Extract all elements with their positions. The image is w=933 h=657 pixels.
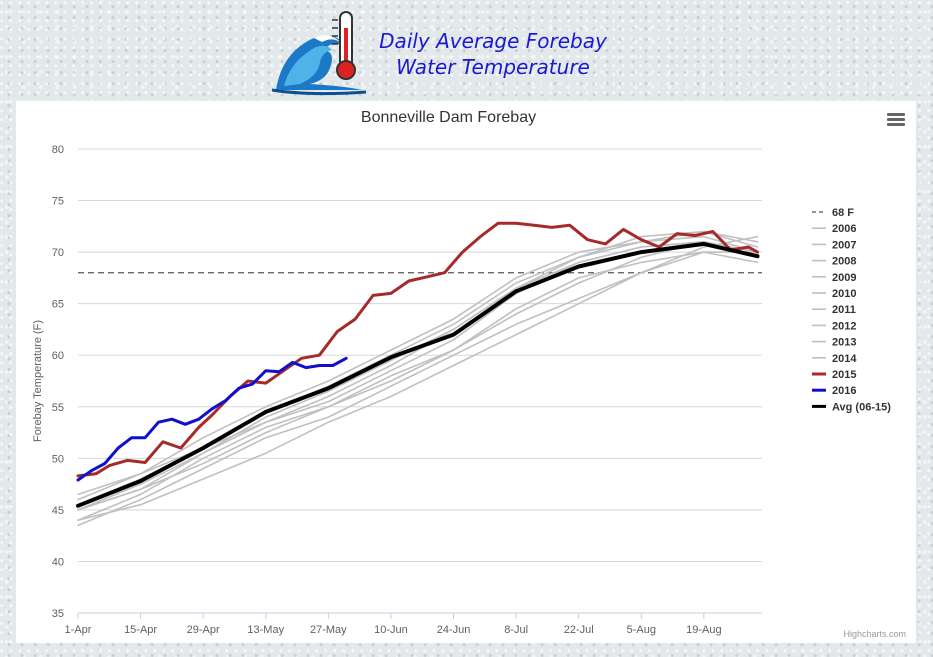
x-tick-label: 15-Apr (124, 624, 157, 636)
y-tick-label: 35 (52, 608, 64, 620)
legend-item[interactable]: 2014 (832, 353, 857, 365)
legend-item[interactable]: 2010 (832, 288, 856, 300)
y-tick-label: 50 (52, 453, 64, 465)
x-tick-label: 19-Aug (686, 624, 721, 636)
series-line-2006 (77, 241, 759, 511)
chart-card: Bonneville Dam Forebay 35 40 45 50 55 60 65 70 7… (16, 101, 916, 643)
legend-item[interactable]: 2006 (832, 223, 856, 235)
hamburger-menu-icon (887, 113, 905, 116)
series-line-2015 (76, 221, 759, 478)
y-tick-label: 40 (52, 556, 64, 568)
legend-item[interactable]: 2016 (832, 385, 856, 397)
legend-item[interactable]: 2012 (832, 320, 856, 332)
series-line-2011 (77, 235, 759, 522)
x-tick-label: 1-Apr (65, 624, 92, 636)
series-line-avg-06-15 (76, 241, 760, 508)
series-line-2013 (77, 235, 759, 496)
series-line-2008 (77, 251, 759, 527)
series-line-2016 (76, 356, 348, 482)
x-tick-label: 13-May (247, 624, 284, 636)
x-tick-label: 27-May (310, 624, 347, 636)
legend-item[interactable]: 2015 (832, 369, 856, 381)
x-tick-label: 29-Apr (187, 624, 220, 636)
series-line-2007 (77, 251, 759, 522)
x-tick-label: 22-Jul (564, 624, 594, 636)
x-tick-label: 24-Jun (437, 624, 471, 636)
y-tick-label: 60 (52, 350, 64, 362)
y-tick-label: 75 (52, 196, 64, 208)
chart-title: Bonneville Dam Forebay (360, 109, 537, 126)
credits-link[interactable]: Highcharts.com (843, 629, 906, 639)
legend-item[interactable]: 2011 (832, 304, 856, 316)
x-tick-label: 8-Jul (504, 624, 528, 636)
y-axis-title: Forebay Temperature (F) (32, 320, 44, 442)
chart-menu-button[interactable] (887, 113, 905, 127)
legend-item[interactable]: 68 F (832, 207, 854, 219)
y-tick-label: 55 (52, 402, 64, 414)
line-chart: 35 40 45 50 55 60 65 70 75 80 1-Apr 15-Apr 29-Apr 13-… (32, 144, 891, 636)
legend-item[interactable]: 2007 (832, 239, 856, 251)
y-tick-label: 65 (52, 299, 64, 311)
wave-thermometer-logo-icon (271, 11, 367, 96)
banner-title-line2: Water Temperature (396, 55, 590, 79)
legend-item[interactable]: 2013 (832, 337, 856, 349)
legend-item[interactable]: 2009 (832, 272, 856, 284)
y-tick-label: 80 (52, 144, 64, 156)
y-tick-label: 70 (52, 247, 64, 259)
banner-title-line1: Daily Average Forebay (379, 29, 607, 53)
x-tick-label: 10-Jun (374, 624, 408, 636)
series-line-2012 (77, 241, 759, 511)
legend-item[interactable]: Avg (06-15) (832, 401, 891, 413)
x-tick-label: 5-Aug (627, 624, 656, 636)
y-tick-label: 45 (52, 505, 64, 517)
legend-item[interactable]: 2008 (832, 256, 856, 268)
banner-title: Daily Average Forebay Water Temperature (370, 28, 616, 80)
banner: Daily Average Forebay Water Temperature (270, 6, 670, 96)
